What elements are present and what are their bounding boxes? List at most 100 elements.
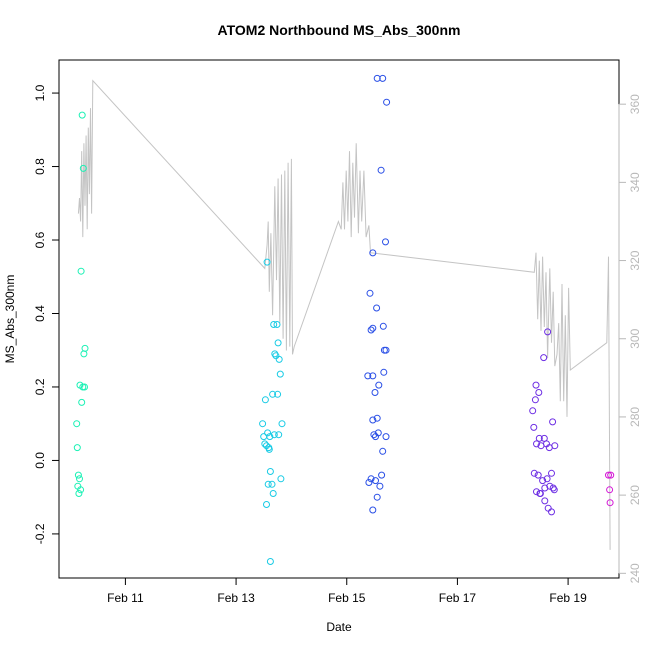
- data-point: [373, 304, 381, 312]
- x-axis-label: Date: [326, 620, 352, 634]
- data-point: [544, 504, 552, 512]
- secondary-y-tick-label: 260: [628, 485, 642, 505]
- data-point: [540, 354, 548, 362]
- data-point: [532, 381, 540, 389]
- data-point: [379, 447, 387, 455]
- data-point: [376, 482, 384, 490]
- data-point: [270, 431, 278, 439]
- data-point: [80, 350, 88, 358]
- data-point: [369, 324, 377, 332]
- data-point: [367, 475, 375, 483]
- y-axis-label: MS_Abs_300nm: [3, 275, 17, 364]
- data-point: [369, 416, 377, 424]
- data-point: [260, 433, 268, 441]
- secondary-line-layer: [77, 79, 611, 550]
- data-point: [263, 258, 271, 266]
- data-point: [548, 508, 555, 516]
- data-point: [606, 499, 614, 507]
- secondary-y-tick-label: 280: [628, 407, 642, 427]
- data-point: [606, 486, 614, 494]
- data-point: [264, 429, 272, 437]
- data-point: [541, 497, 549, 505]
- secondary-y-tick-label: 360: [628, 94, 642, 114]
- data-point: [278, 420, 286, 428]
- data-point: [530, 423, 538, 431]
- series-group: [605, 471, 615, 507]
- y-tick-label: 0.0: [33, 452, 47, 469]
- data-point: [264, 480, 272, 488]
- data-point: [269, 390, 277, 398]
- data-point: [75, 490, 83, 497]
- data-point: [380, 368, 388, 376]
- data-point: [379, 74, 387, 82]
- data-point: [549, 484, 557, 492]
- data-point: [369, 249, 377, 257]
- data-point: [373, 493, 381, 501]
- data-point: [535, 389, 543, 396]
- data-point: [550, 486, 558, 494]
- x-tick-label: Feb 19: [549, 591, 587, 605]
- data-point: [275, 431, 283, 439]
- data-point: [263, 501, 270, 508]
- data-point: [534, 471, 542, 479]
- data-point: [372, 433, 379, 441]
- data-point: [78, 398, 86, 406]
- data-point: [544, 328, 552, 336]
- data-point: [271, 350, 279, 358]
- secondary-y-axis: 240 260 280 300 320 340 360: [618, 94, 642, 583]
- data-point: [378, 471, 386, 479]
- data-point: [270, 321, 278, 328]
- data-point: [81, 344, 89, 352]
- data-point: [265, 445, 273, 453]
- data-point: [276, 370, 284, 378]
- x-tick-label: Feb 11: [107, 591, 144, 605]
- series-group: [364, 74, 391, 514]
- data-point: [74, 471, 82, 479]
- data-point: [373, 414, 381, 422]
- data-point: [272, 352, 280, 360]
- series-group: [259, 258, 286, 565]
- data-point: [549, 418, 557, 426]
- data-point: [79, 164, 87, 172]
- secondary-y-tick-label: 320: [628, 250, 642, 270]
- data-point: [536, 490, 544, 497]
- x-tick-label: Feb 13: [217, 591, 255, 605]
- data-point: [382, 433, 390, 441]
- data-point: [535, 434, 543, 442]
- x-axis: Feb 11 Feb 13 Feb 15 Feb 17 Feb 19: [107, 577, 587, 605]
- data-point: [261, 396, 269, 404]
- data-point: [369, 506, 377, 514]
- y-axis: -0.2 0.0 0.2 0.4 0.6 0.8 1.0: [33, 84, 60, 544]
- data-point: [533, 440, 540, 448]
- data-point: [78, 111, 86, 119]
- y-tick-label: 0.2: [33, 378, 47, 395]
- data-point: [529, 407, 537, 415]
- data-point: [546, 482, 554, 490]
- x-tick-label: Feb 15: [328, 591, 366, 605]
- data-point: [274, 390, 282, 398]
- data-point: [269, 490, 277, 497]
- series-group: [529, 328, 559, 516]
- data-point: [548, 469, 555, 477]
- data-point: [73, 444, 81, 452]
- data-point: [382, 346, 390, 354]
- y-tick-label: 0.6: [33, 231, 47, 248]
- data-point: [277, 475, 285, 483]
- secondary-y-tick-label: 240: [628, 563, 642, 583]
- data-point: [76, 475, 83, 483]
- scatter-points-layer: [73, 74, 615, 565]
- data-point: [259, 420, 267, 428]
- y-tick-label: 1.0: [33, 84, 47, 101]
- data-point: [266, 433, 274, 441]
- data-point: [372, 477, 379, 485]
- y-tick-label: 0.4: [33, 305, 47, 322]
- data-point: [367, 326, 375, 334]
- data-point: [73, 420, 81, 428]
- data-point: [275, 355, 283, 363]
- data-point: [539, 477, 547, 485]
- data-point: [273, 321, 281, 328]
- data-point: [379, 322, 387, 330]
- data-point: [81, 383, 88, 391]
- data-point: [371, 389, 379, 396]
